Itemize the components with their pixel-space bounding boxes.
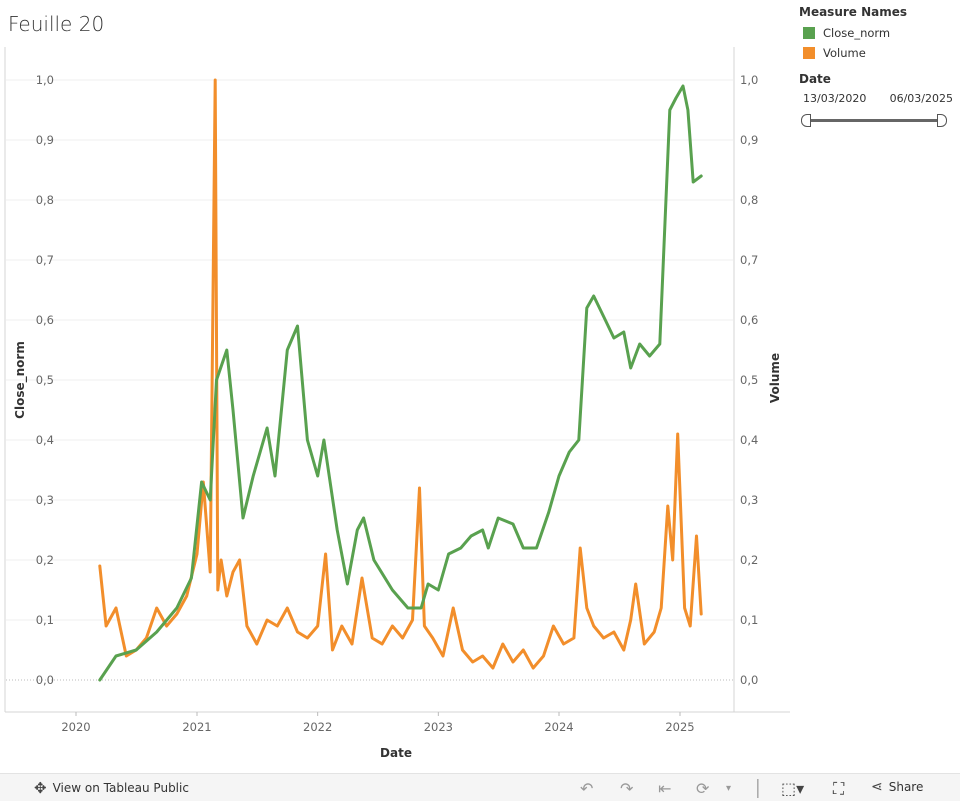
- y-tick-label-left: 0,7: [36, 253, 54, 267]
- x-tick-label: 2025: [665, 720, 694, 734]
- x-tick-label: 2022: [303, 720, 332, 734]
- legend-item-label: Close_norm: [823, 26, 891, 40]
- chevron-down-icon[interactable]: ▾: [726, 783, 732, 794]
- y-tick-label-left: 0,9: [36, 133, 54, 147]
- revert-icon[interactable]: ⇤: [658, 779, 672, 798]
- slider-handle-end[interactable]: [937, 114, 947, 127]
- series-line-volume[interactable]: [98, 78, 703, 670]
- y-tick-label-right: 0,6: [740, 313, 758, 327]
- fullscreen-icon[interactable]: ⛶: [833, 779, 845, 798]
- y-tick-label-right: 0,3: [740, 493, 758, 507]
- y-tick-label-left: 0,1: [36, 613, 54, 627]
- download-icon[interactable]: ⬚▾: [781, 779, 805, 798]
- color-legend: Measure Names Close_norm Volume: [799, 5, 959, 63]
- y-tick-label-left: 0,8: [36, 193, 54, 207]
- y-axis-right-ticks: 0,0 0,1 0,2 0,3 0,4 0,5 0,6 0,7 0,8 0,9 1,0: [740, 73, 758, 687]
- y-tick-label-right: 0,7: [740, 253, 758, 267]
- y-tick-label-right: 0,2: [740, 553, 758, 567]
- y-tick-label-left: 1,0: [36, 73, 54, 87]
- y-tick-label-right: 0,0: [740, 673, 758, 687]
- y-tick-label-left: 0,2: [36, 553, 54, 567]
- y-axis-left-label: Close_norm: [13, 341, 28, 419]
- slider-track: [805, 119, 943, 122]
- x-tick-label: 2023: [424, 720, 453, 734]
- share-label: Share: [888, 780, 924, 794]
- date-filter-end: 06/03/2025: [889, 92, 953, 105]
- legend-header: Measure Names: [799, 5, 908, 19]
- y-tick-label-right: 0,5: [740, 373, 758, 387]
- date-range-slider[interactable]: [799, 113, 949, 127]
- x-tick-label: 2020: [61, 720, 90, 734]
- view-on-tableau-label: View on Tableau Public: [52, 781, 189, 795]
- legend-item-label: Volume: [823, 46, 866, 60]
- date-filter-header: Date: [799, 72, 831, 86]
- y-tick-label-right: 1,0: [740, 73, 758, 87]
- date-filter: Date 13/03/2020 06/03/2025: [799, 72, 959, 127]
- y-tick-label-left: 0,6: [36, 313, 54, 327]
- redo-icon[interactable]: ↷: [620, 779, 634, 798]
- pane-lines: [4, 47, 790, 713]
- y-axis-right-label: Volume: [768, 353, 782, 403]
- share-icon: ⋖: [871, 779, 883, 795]
- tableau-logo-icon: ✥: [34, 779, 47, 797]
- refresh-icon[interactable]: ⟳: [696, 779, 710, 798]
- y-tick-label-left: 0,0: [36, 673, 54, 687]
- series-lines: [98, 78, 703, 682]
- slider-handle-start[interactable]: [801, 114, 811, 127]
- x-axis-label: Date: [380, 746, 412, 760]
- date-filter-start: 13/03/2020: [803, 92, 867, 105]
- y-tick-label-left: 0,5: [36, 373, 54, 387]
- series-line-close-norm[interactable]: [98, 84, 703, 682]
- share-button[interactable]: ⋖ Share: [871, 779, 923, 795]
- y-tick-label-left: 0,4: [36, 433, 54, 447]
- y-tick-label-right: 0,4: [740, 433, 758, 447]
- x-tick-label: 2021: [182, 720, 211, 734]
- y-tick-label-left: 0,3: [36, 493, 54, 507]
- legend-item-volume[interactable]: Volume: [799, 43, 959, 63]
- line-chart: 0,0 0,1 0,2 0,3 0,4 0,5 0,6 0,7 0,8 0,9 1,0 0,0 0,1…: [4, 47, 790, 760]
- x-axis-ticks: 2020 2021 2022 2023 2024 2025: [61, 712, 695, 734]
- y-tick-label-right: 0,9: [740, 133, 758, 147]
- page-title: Feuille 20: [8, 12, 105, 36]
- x-tick-label: 2024: [544, 720, 573, 734]
- y-tick-label-right: 0,8: [740, 193, 758, 207]
- gridlines: [6, 79, 733, 681]
- view-on-tableau-link[interactable]: ✥ View on Tableau Public: [34, 779, 189, 797]
- y-axis-left-ticks: 0,0 0,1 0,2 0,3 0,4 0,5 0,6 0,7 0,8 0,9 1,0: [36, 73, 54, 687]
- tableau-toolbar: ✥ View on Tableau Public ↶ ↷ ⇤ ⟳ ▾ │ ⬚▾ …: [0, 773, 960, 801]
- y-tick-label-right: 0,1: [740, 613, 758, 627]
- legend-swatch: [803, 47, 815, 59]
- legend-swatch: [803, 27, 815, 39]
- pause-icon[interactable]: │: [753, 779, 763, 798]
- undo-icon[interactable]: ↶: [580, 779, 594, 798]
- legend-item-close-norm[interactable]: Close_norm: [799, 23, 959, 43]
